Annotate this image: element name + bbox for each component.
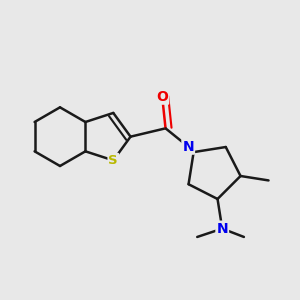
- Text: S: S: [109, 154, 118, 167]
- Text: O: O: [156, 90, 168, 104]
- Text: N: N: [182, 140, 194, 154]
- Text: N: N: [216, 222, 228, 236]
